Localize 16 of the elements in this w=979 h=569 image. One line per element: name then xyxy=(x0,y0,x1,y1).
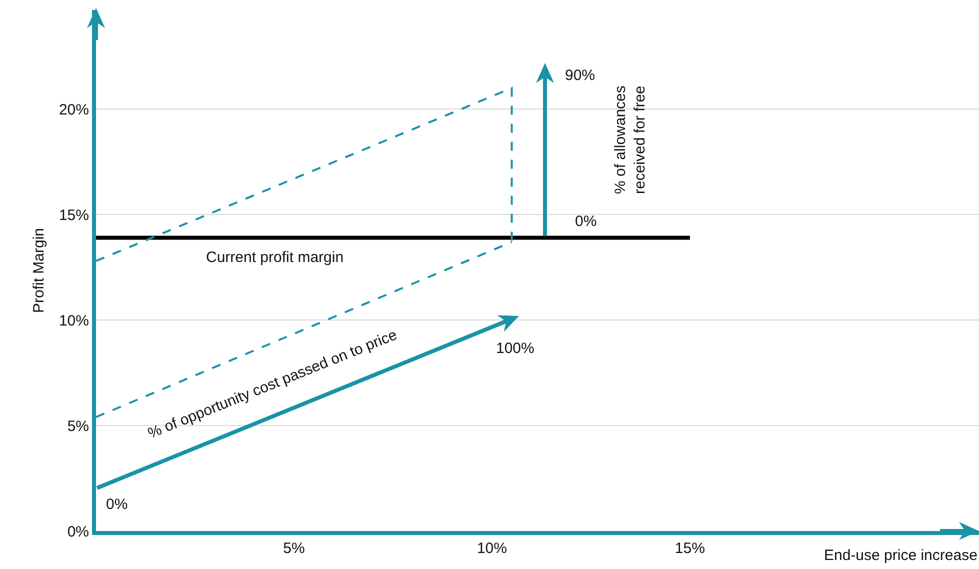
y-tick-label: 0% xyxy=(67,523,89,540)
y-tick-label: 15% xyxy=(58,206,89,224)
annotation: % of allowances received for free xyxy=(612,86,648,194)
y-axis-title: Profit Margin xyxy=(30,228,48,314)
annotation: 0% xyxy=(575,213,597,230)
annotation: 90% xyxy=(565,67,596,84)
y-tick-label: 5% xyxy=(67,418,89,435)
x-axis-title: End-use price increase xyxy=(824,547,978,564)
x-tick-label: 5% xyxy=(283,540,305,557)
annotation: 0% xyxy=(106,496,128,513)
y-tick-label: 10% xyxy=(58,312,89,330)
y-tick-label: 20% xyxy=(58,101,89,118)
x-tick-label: 10% xyxy=(476,540,507,557)
annotation: Current profit margin xyxy=(206,249,344,266)
x-tick-label: 15% xyxy=(674,540,705,557)
annotation: 100% xyxy=(496,340,534,357)
